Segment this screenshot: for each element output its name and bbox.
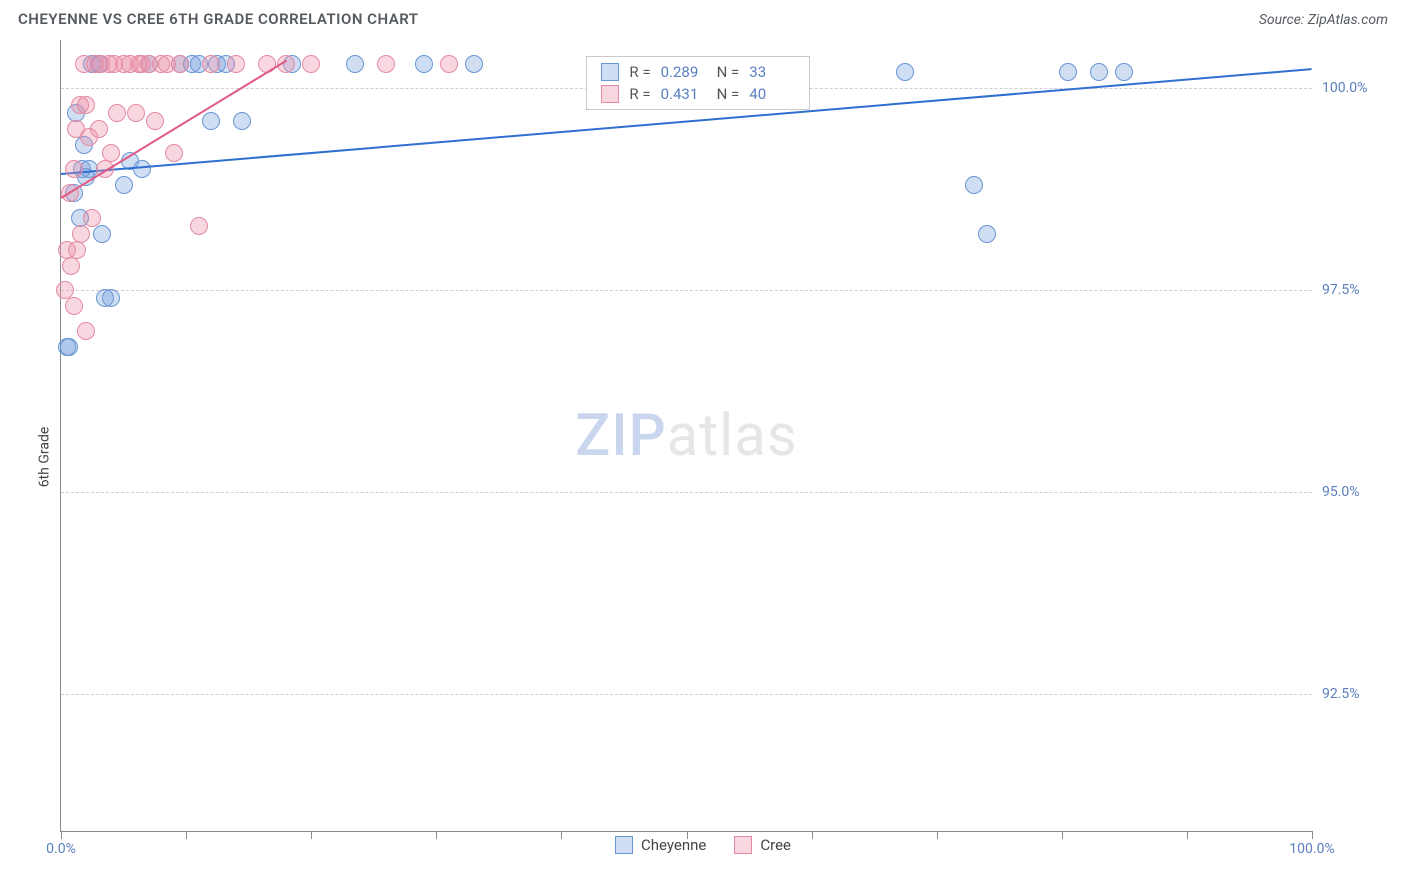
legend-swatch-cheyenne	[615, 836, 633, 854]
watermark-atlas: atlas	[667, 402, 798, 470]
data-point-cree	[77, 322, 95, 340]
r-label: R =	[629, 85, 650, 103]
data-point-cheyenne	[60, 338, 78, 356]
n-label: N =	[717, 85, 740, 103]
y-tick-label: 95.0%	[1322, 484, 1360, 500]
data-point-cheyenne	[93, 225, 111, 243]
r-value-cheyenne: 0.289	[661, 63, 707, 81]
data-point-cheyenne	[115, 176, 133, 194]
data-point-cheyenne	[346, 55, 364, 73]
x-tick	[1187, 831, 1188, 839]
data-point-cree	[102, 144, 120, 162]
x-tick	[561, 831, 562, 839]
watermark-zip: ZIP	[575, 402, 666, 470]
y-tick-label: 97.5%	[1322, 282, 1360, 298]
data-point-cree	[146, 112, 164, 130]
data-point-cree	[202, 55, 220, 73]
data-point-cheyenne	[415, 55, 433, 73]
n-value-cheyenne: 33	[749, 63, 795, 81]
correlation-stats-box: R = 0.289 N = 33 R = 0.431 N = 40	[586, 56, 810, 110]
data-point-cree	[65, 160, 83, 178]
watermark: ZIPatlas	[575, 402, 798, 470]
data-point-cree	[90, 120, 108, 138]
data-point-cree	[83, 209, 101, 227]
legend-label-cree: Cree	[760, 836, 791, 854]
legend-item-cree: Cree	[734, 836, 791, 854]
data-point-cheyenne	[133, 160, 151, 178]
x-tick	[1312, 831, 1313, 839]
data-point-cree	[72, 225, 90, 243]
data-point-cree	[68, 241, 86, 259]
data-point-cree	[62, 257, 80, 275]
data-point-cree	[171, 55, 189, 73]
legend-item-cheyenne: Cheyenne	[615, 836, 706, 854]
x-tick-label: 100.0%	[1289, 841, 1334, 857]
y-axis-label: 6th Grade	[36, 427, 52, 488]
x-tick	[61, 831, 62, 839]
data-point-cheyenne	[465, 55, 483, 73]
x-tick	[812, 831, 813, 839]
data-point-cheyenne	[233, 112, 251, 130]
legend-label-cheyenne: Cheyenne	[641, 836, 706, 854]
grid-line	[61, 290, 1312, 291]
x-tick	[1062, 831, 1063, 839]
y-tick-label: 92.5%	[1322, 686, 1360, 702]
data-point-cree	[440, 55, 458, 73]
x-tick	[311, 831, 312, 839]
x-tick	[937, 831, 938, 839]
stat-swatch-cheyenne	[601, 63, 619, 81]
r-label: R =	[629, 63, 650, 81]
stat-swatch-cree	[601, 85, 619, 103]
chart-title: CHEYENNE VS CREE 6TH GRADE CORRELATION C…	[18, 10, 419, 28]
source-attribution: Source: ZipAtlas.com	[1259, 12, 1388, 28]
x-tick	[186, 831, 187, 839]
scatter-plot: ZIPatlas 92.5%95.0%97.5%100.0%0.0%100.0%…	[60, 40, 1312, 832]
data-point-cree	[190, 217, 208, 235]
y-tick-label: 100.0%	[1322, 80, 1367, 96]
data-point-cheyenne	[202, 112, 220, 130]
x-tick	[436, 831, 437, 839]
data-point-cree	[165, 144, 183, 162]
legend: Cheyenne Cree	[615, 836, 791, 854]
data-point-cree	[302, 55, 320, 73]
data-point-cree	[65, 297, 83, 315]
grid-line	[61, 694, 1312, 695]
r-value-cree: 0.431	[661, 85, 707, 103]
data-point-cree	[377, 55, 395, 73]
stat-row-cree: R = 0.431 N = 40	[587, 83, 809, 105]
data-point-cheyenne	[1115, 63, 1133, 81]
data-point-cheyenne	[1059, 63, 1077, 81]
data-point-cheyenne	[1090, 63, 1108, 81]
data-point-cheyenne	[896, 63, 914, 81]
x-tick-label: 0.0%	[46, 841, 76, 857]
legend-swatch-cree	[734, 836, 752, 854]
data-point-cheyenne	[978, 225, 996, 243]
data-point-cree	[127, 104, 145, 122]
n-label: N =	[717, 63, 740, 81]
stat-row-cheyenne: R = 0.289 N = 33	[587, 61, 809, 83]
data-point-cree	[227, 55, 245, 73]
n-value-cree: 40	[749, 85, 795, 103]
data-point-cheyenne	[965, 176, 983, 194]
data-point-cree	[77, 96, 95, 114]
grid-line	[61, 492, 1312, 493]
chart-container: 6th Grade ZIPatlas 92.5%95.0%97.5%100.0%…	[18, 40, 1388, 874]
data-point-cree	[108, 104, 126, 122]
data-point-cheyenne	[102, 289, 120, 307]
